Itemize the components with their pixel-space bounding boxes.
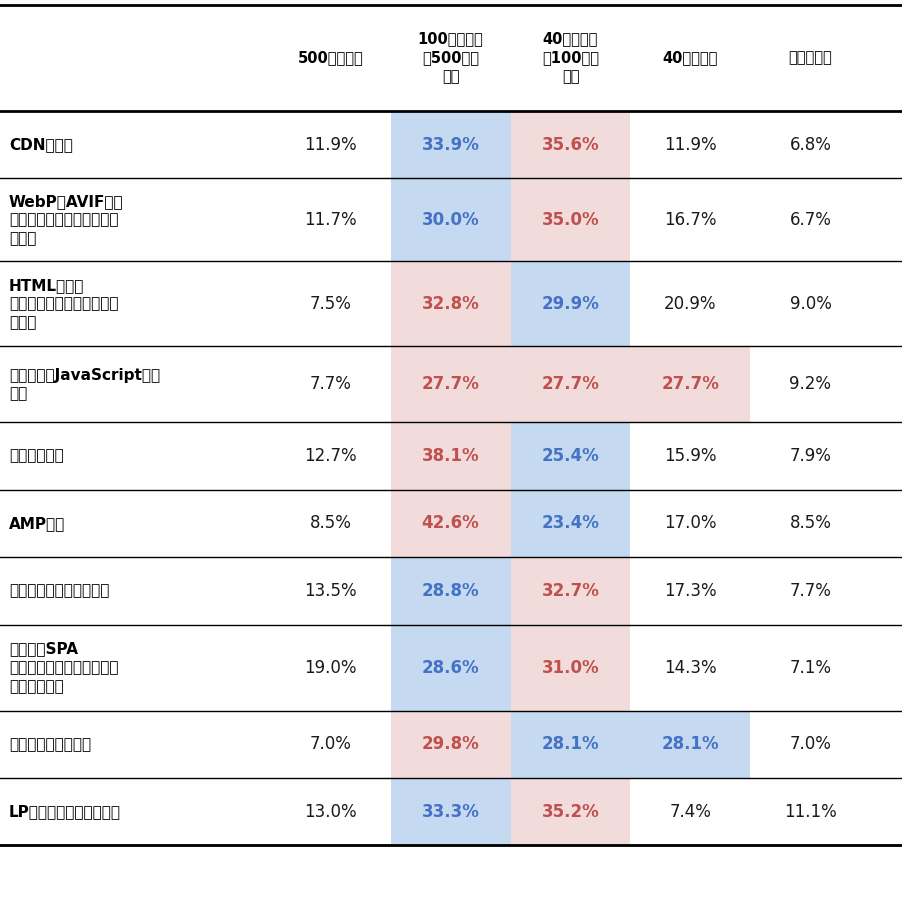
Text: 38.1%: 38.1% — [422, 447, 479, 465]
Text: HTML最適化
（構成の見直しや書き換え
など）: HTML最適化 （構成の見直しや書き換え など） — [9, 278, 118, 330]
Text: 25.4%: 25.4% — [541, 447, 600, 465]
Text: 14.3%: 14.3% — [664, 659, 717, 676]
Text: 17.3%: 17.3% — [664, 582, 717, 600]
Text: 40万円以上
～100万円
未満: 40万円以上 ～100万円 未満 — [542, 31, 599, 84]
Text: 28.8%: 28.8% — [422, 582, 479, 600]
Text: 27.7%: 27.7% — [421, 375, 480, 394]
Text: 42.6%: 42.6% — [421, 515, 480, 532]
Text: AMP対応: AMP対応 — [9, 516, 65, 531]
Bar — [391, 422, 511, 490]
Text: 9.0%: 9.0% — [789, 295, 832, 313]
Text: 29.9%: 29.9% — [541, 295, 600, 313]
Text: 速度改善コンサルの利用: 速度改善コンサルの利用 — [9, 583, 109, 599]
Bar — [511, 111, 630, 178]
Text: 33.9%: 33.9% — [421, 136, 480, 153]
Bar — [391, 111, 511, 178]
Bar — [391, 625, 511, 711]
Text: 6.8%: 6.8% — [789, 136, 832, 153]
Text: 17.0%: 17.0% — [664, 515, 717, 532]
Text: 7.9%: 7.9% — [789, 447, 832, 465]
Text: 35.2%: 35.2% — [541, 803, 600, 821]
Text: 13.5%: 13.5% — [304, 582, 357, 600]
Text: 28.1%: 28.1% — [542, 736, 599, 753]
Text: 7.7%: 7.7% — [789, 582, 832, 600]
Text: 11.7%: 11.7% — [304, 211, 357, 229]
Bar — [511, 490, 630, 557]
Text: 11.1%: 11.1% — [784, 803, 837, 821]
Bar — [391, 557, 511, 625]
Bar — [511, 625, 630, 711]
Text: LP速度改善ツールの導入: LP速度改善ツールの導入 — [9, 804, 121, 820]
Text: サーバー増強: サーバー増強 — [9, 448, 64, 464]
Bar — [391, 778, 511, 845]
Bar — [630, 346, 750, 422]
Bar — [511, 778, 630, 845]
Text: 23.4%: 23.4% — [541, 515, 600, 532]
Text: 27.7%: 27.7% — [661, 375, 720, 394]
Text: 19.0%: 19.0% — [304, 659, 357, 676]
Text: わからない: わからない — [788, 50, 833, 66]
Text: 16.7%: 16.7% — [664, 211, 717, 229]
Text: 20.9%: 20.9% — [664, 295, 717, 313]
Text: 27.7%: 27.7% — [541, 375, 600, 394]
Bar — [511, 178, 630, 261]
Text: 28.6%: 28.6% — [422, 659, 479, 676]
Text: 8.5%: 8.5% — [309, 515, 352, 532]
Bar — [511, 422, 630, 490]
Text: 7.7%: 7.7% — [309, 375, 352, 394]
Text: WebPやAVIF等の
次世代画像フォーマットへ
の対応: WebPやAVIF等の 次世代画像フォーマットへ の対応 — [9, 194, 124, 246]
Bar — [391, 711, 511, 778]
Text: 35.0%: 35.0% — [542, 211, 599, 229]
Bar — [511, 261, 630, 346]
Bar — [391, 490, 511, 557]
Text: 7.0%: 7.0% — [789, 736, 832, 753]
Text: 7.1%: 7.1% — [789, 659, 832, 676]
Text: 13.0%: 13.0% — [304, 803, 357, 821]
Text: 30.0%: 30.0% — [422, 211, 479, 229]
Text: 7.5%: 7.5% — [309, 295, 352, 313]
Text: 32.7%: 32.7% — [541, 582, 600, 600]
Text: サイトのSPA
（シングルページアプリケ
ーション）化: サイトのSPA （シングルページアプリケ ーション）化 — [9, 641, 118, 694]
Text: 100万円以上
～500万円
未満: 100万円以上 ～500万円 未満 — [418, 31, 483, 84]
Bar — [391, 261, 511, 346]
Text: 29.8%: 29.8% — [421, 736, 480, 753]
Text: 500万円以上: 500万円以上 — [298, 50, 364, 66]
Text: 11.9%: 11.9% — [304, 136, 357, 153]
Text: 28.1%: 28.1% — [662, 736, 719, 753]
Text: 12.7%: 12.7% — [304, 447, 357, 465]
Bar — [391, 178, 511, 261]
Text: 11.9%: 11.9% — [664, 136, 717, 153]
Text: 40万円未満: 40万円未満 — [663, 50, 718, 66]
Text: CDNの導入: CDNの導入 — [9, 137, 73, 152]
Text: 7.0%: 7.0% — [309, 736, 352, 753]
Text: 9.2%: 9.2% — [789, 375, 832, 394]
Text: 6.7%: 6.7% — [789, 211, 832, 229]
Text: 33.3%: 33.3% — [421, 803, 480, 821]
Text: 35.6%: 35.6% — [542, 136, 599, 153]
Text: 15.9%: 15.9% — [664, 447, 717, 465]
Bar — [391, 346, 511, 422]
Text: サイトリニューアル: サイトリニューアル — [9, 736, 91, 752]
Text: 32.8%: 32.8% — [421, 295, 480, 313]
Bar — [511, 346, 630, 422]
Bar — [511, 711, 630, 778]
Text: 7.4%: 7.4% — [669, 803, 712, 821]
Text: 8.5%: 8.5% — [789, 515, 832, 532]
Bar — [511, 557, 630, 625]
Bar — [630, 711, 750, 778]
Text: 不要タグ（JavaScript）の
削除: 不要タグ（JavaScript）の 削除 — [9, 368, 161, 401]
Text: 31.0%: 31.0% — [542, 659, 599, 676]
